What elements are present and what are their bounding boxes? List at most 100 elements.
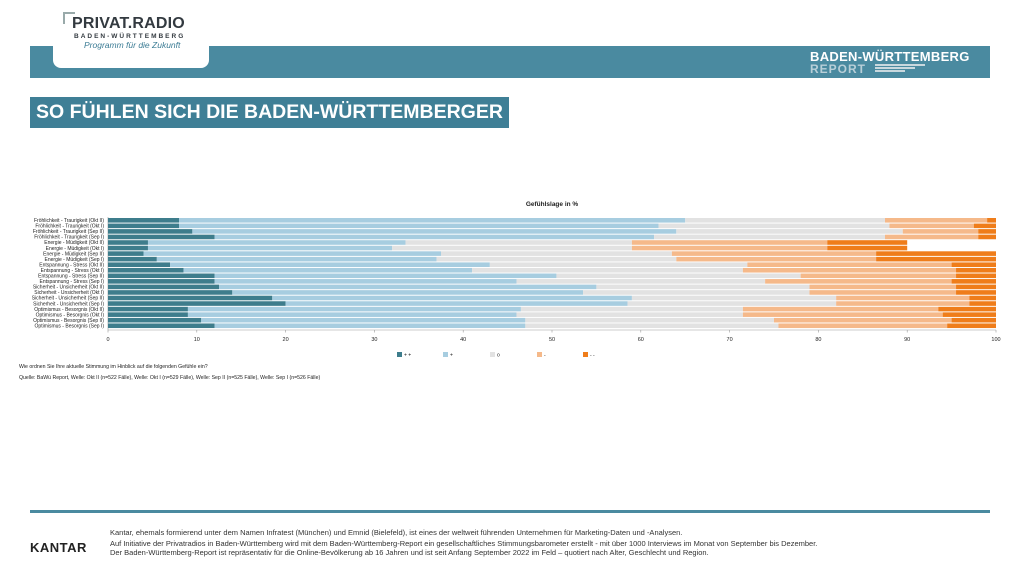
bar-segment-5	[876, 256, 996, 262]
bar-segment-5	[978, 234, 996, 240]
bar-segment-1	[108, 290, 233, 295]
bar-segment-2	[214, 279, 517, 284]
bar-segment-3	[658, 223, 890, 229]
bar-segment-3	[472, 267, 743, 273]
bar-segment-3	[436, 256, 677, 262]
x-tick-label: 10	[194, 337, 200, 343]
x-tick-label: 60	[638, 337, 644, 343]
bar-segment-2	[183, 267, 473, 273]
bar-segment-4	[778, 323, 948, 329]
bar-segment-4	[836, 301, 970, 306]
bar-segment-2	[147, 245, 393, 251]
bar-segment-4	[885, 234, 979, 240]
category-label: Sicherheit - Unsicherheit (Sep II)	[32, 296, 105, 302]
bar-segment-4	[742, 267, 957, 273]
legend-swatch-3	[490, 352, 495, 357]
bar-segment-5	[956, 290, 996, 295]
chart-title: Gefühlslage in %	[526, 201, 579, 208]
x-tick-label: 70	[727, 337, 733, 343]
bar-segment-5	[951, 262, 996, 267]
legend-swatch-4	[537, 352, 542, 357]
legend-label-4: -	[544, 353, 546, 359]
category-label: Entspannung - Stress (Okt I)	[41, 268, 105, 274]
report-bars-icon	[875, 64, 925, 73]
bar-segment-3	[627, 301, 837, 306]
bar-segment-1	[108, 234, 215, 240]
category-label: Optimismus - Besorgnis (Okt II)	[34, 307, 104, 313]
category-label: Optimismus - Besorgnis (Okt I)	[36, 312, 105, 318]
category-label: Fröhlichkeit - Traurigkeit (Okt I)	[35, 224, 104, 230]
source-note: Quelle: BaWü Report, Welle: Okt II (n=52…	[19, 375, 321, 381]
bar-segment-2	[219, 284, 597, 290]
x-tick-label: 20	[283, 337, 289, 343]
bar-segment-3	[676, 229, 903, 234]
bar-segment-4	[889, 223, 974, 229]
bar-segment-3	[685, 218, 885, 223]
bar-segment-3	[489, 262, 748, 267]
bar-segment-2	[187, 312, 517, 317]
bar-segment-1	[108, 323, 215, 329]
bar-segment-5	[956, 273, 996, 279]
bar-segment-1	[108, 240, 148, 245]
bar-segment-1	[108, 256, 157, 262]
category-label: Entspannung - Stress (Sep II)	[38, 274, 104, 280]
bar-segment-3	[405, 240, 632, 245]
bar-segment-5	[938, 306, 996, 312]
bar-segment-4	[800, 273, 957, 279]
category-label: Sicherheit - Unsicherheit (Sep I)	[33, 301, 104, 307]
bar-segment-2	[143, 251, 441, 256]
logo-name: PRIVAT.RADIO	[72, 15, 185, 32]
page-headline: SO FÜHLEN SICH DIE BADEN-WÜRTTEMBERGER	[30, 97, 509, 128]
bar-segment-3	[525, 323, 779, 329]
category-label: Fröhlichkeit - Traurigkeit (Okt II)	[34, 218, 104, 224]
logo-card	[53, 10, 209, 68]
bar-segment-1	[108, 229, 193, 234]
category-label: Optimismus - Besorgnis (Sep I)	[35, 323, 105, 329]
bar-segment-4	[809, 284, 957, 290]
legend-label-3: o	[497, 353, 500, 359]
bar-segment-4	[774, 317, 952, 323]
bar-segment-2	[272, 295, 632, 301]
bar-segment-2	[214, 323, 526, 329]
survey-question: Wie ordnen Sie Ihre aktuelle Stimmung im…	[19, 364, 208, 370]
bar-segment-5	[876, 251, 996, 256]
bar-segment-3	[392, 245, 632, 251]
bar-segment-1	[108, 295, 273, 301]
legend-swatch-2	[443, 352, 448, 357]
bar-segment-1	[108, 306, 188, 312]
bar-segment-2	[187, 306, 521, 312]
category-label: Energie - Müdigkeit (Okt I)	[46, 246, 105, 252]
bar-segment-2	[179, 223, 659, 229]
bar-segment-1	[108, 223, 180, 229]
legend-label-1: + +	[404, 353, 411, 359]
bar-segment-3	[654, 234, 885, 240]
x-tick-label: 40	[460, 337, 466, 343]
legend-swatch-1	[397, 352, 402, 357]
footer-line-3: Der Baden-Württemberg-Report ist repräse…	[110, 548, 709, 557]
bar-segment-3	[583, 290, 810, 295]
category-label: Optimismus - Besorgnis (Sep II)	[33, 318, 104, 324]
footer-rule	[30, 510, 990, 513]
category-label: Energie - Müdigkeit (Okt II)	[44, 240, 104, 246]
bar-segment-4	[631, 245, 828, 251]
stacked-bar-chart: Gefühlslage in % Fröhlichkeit - Traurigke…	[32, 201, 1001, 359]
bar-segment-4	[765, 279, 952, 284]
bar-segment-2	[214, 273, 557, 279]
bar-segment-4	[885, 218, 988, 223]
bar-segment-1	[108, 251, 144, 256]
bar-segment-4	[671, 251, 877, 256]
category-label: Sicherheit - Unsicherheit (Okt II)	[33, 285, 104, 291]
bar-segment-4	[902, 229, 979, 234]
bar-segment-1	[108, 262, 171, 267]
bar-segment-4	[742, 306, 939, 312]
bar-segment-4	[676, 256, 877, 262]
category-label: Energie - Müdigkeit (Sep II)	[43, 251, 104, 257]
bar-segment-5	[956, 284, 996, 290]
bar-segment-2	[232, 290, 584, 295]
bar-segment-2	[214, 234, 655, 240]
legend-swatch-5	[583, 352, 588, 357]
bar-segment-2	[201, 317, 526, 323]
category-label: Sicherheit - Unsicherheit (Okt I)	[34, 290, 104, 296]
bar-segment-2	[147, 240, 406, 245]
bar-segment-4	[747, 262, 952, 267]
